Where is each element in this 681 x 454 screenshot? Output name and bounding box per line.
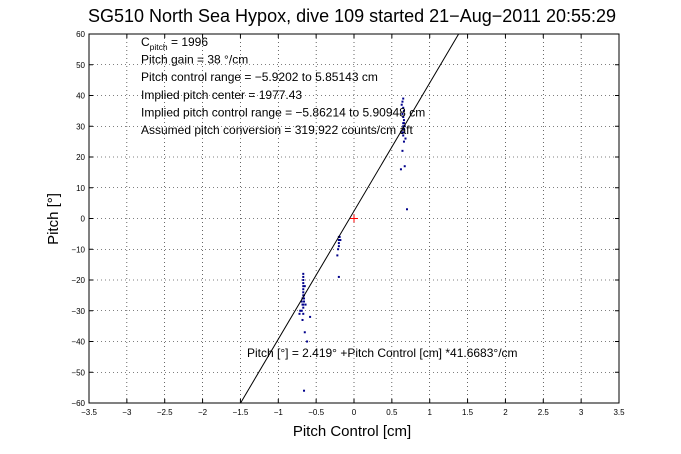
- data-point: [302, 306, 305, 309]
- data-point: [301, 318, 304, 321]
- data-point: [303, 297, 306, 300]
- x-tick-label: −3.5: [81, 408, 97, 417]
- data-point: [402, 97, 405, 100]
- y-tick-label: −40: [71, 338, 85, 347]
- y-axis-label: Pitch [°]: [45, 193, 62, 245]
- y-tick-label: −30: [71, 307, 85, 316]
- x-tick-label: −0.5: [308, 408, 324, 417]
- data-point: [402, 125, 405, 128]
- data-point: [337, 242, 340, 245]
- x-tick-label: 3.5: [613, 408, 625, 417]
- data-point: [401, 149, 404, 152]
- data-point: [303, 389, 306, 392]
- y-tick-label: 60: [76, 30, 85, 39]
- data-point: [402, 128, 405, 131]
- y-tick-label: −60: [71, 399, 85, 408]
- data-point: [303, 300, 306, 303]
- data-point: [402, 106, 405, 109]
- data-point: [302, 312, 305, 315]
- chart-title: SG510 North Sea Hypox, dive 109 started …: [88, 6, 616, 26]
- data-point: [303, 331, 306, 334]
- annotation-line: Implied pitch control range = −5.86214 t…: [141, 105, 425, 119]
- data-point: [403, 165, 406, 168]
- data-point: [302, 285, 305, 288]
- y-tick-label: −20: [71, 276, 85, 285]
- data-point: [336, 254, 339, 257]
- data-point: [309, 315, 312, 318]
- data-point: [399, 168, 402, 171]
- annotation-line: Assumed pitch conversion = 319.922 count…: [141, 123, 413, 137]
- y-tick-label: 0: [81, 215, 86, 224]
- y-tick-label: 10: [76, 184, 85, 193]
- data-point: [401, 131, 404, 134]
- data-point: [401, 100, 404, 103]
- data-point: [402, 140, 405, 143]
- annotation-line: Pitch control range = −5.9202 to 5.85143…: [141, 70, 378, 84]
- x-axis-label: Pitch Control [cm]: [293, 423, 411, 440]
- x-tick-label: −2.5: [157, 408, 173, 417]
- data-point: [302, 275, 305, 278]
- annotation-line: Pitch gain = 38 °/cm: [141, 53, 248, 67]
- y-tick-label: −50: [71, 368, 85, 377]
- x-tick-label: −2: [198, 408, 208, 417]
- x-tick-label: 2.5: [538, 408, 550, 417]
- data-point: [306, 340, 309, 343]
- data-point: [302, 291, 305, 294]
- data-point: [304, 303, 307, 306]
- x-tick-label: −1.5: [233, 408, 249, 417]
- data-point: [337, 248, 340, 251]
- data-point: [402, 134, 405, 137]
- data-point: [302, 288, 305, 291]
- data-point: [337, 239, 340, 242]
- x-tick-label: 0: [352, 408, 357, 417]
- data-point: [298, 312, 301, 315]
- y-tick-label: 30: [76, 122, 85, 131]
- x-tick-label: 3: [579, 408, 584, 417]
- data-point: [337, 275, 340, 278]
- data-point: [302, 279, 305, 281]
- data-point: [300, 300, 303, 303]
- annotation-line: Implied pitch center = 1977.43: [141, 88, 302, 102]
- y-tick-label: −10: [71, 245, 85, 254]
- x-tick-label: −3: [122, 408, 132, 417]
- data-point: [339, 239, 342, 242]
- data-point: [302, 282, 305, 285]
- fit-line: [240, 33, 460, 404]
- fit-equation-label: Pitch [°] = 2.419° +Pitch Control [cm] *…: [247, 346, 518, 360]
- data-point: [301, 303, 304, 306]
- data-point: [402, 116, 405, 119]
- data-point: [303, 285, 306, 288]
- data-point: [402, 119, 405, 122]
- data-point: [338, 235, 341, 238]
- data-point: [402, 109, 405, 112]
- y-tick-label: 20: [76, 153, 85, 162]
- data-point: [402, 122, 405, 125]
- fit-line-layer: [240, 33, 460, 404]
- data-point: [299, 309, 302, 312]
- data-point: [400, 103, 403, 106]
- y-tick-label: 40: [76, 92, 85, 101]
- data-point: [403, 125, 406, 128]
- x-tick-label: 1: [427, 408, 432, 417]
- data-point: [300, 309, 303, 312]
- center-marker: [350, 214, 358, 223]
- data-point: [302, 272, 305, 275]
- x-axis-ticks: −3.5 −3 −2.5 −2 −1.5 −1 −0.5 0 0.5 1 1.5 2 2.5 3 3.5: [81, 34, 625, 417]
- x-tick-label: 0.5: [386, 408, 398, 417]
- data-point: [406, 208, 408, 211]
- data-point: [337, 245, 340, 248]
- x-tick-label: 2: [503, 408, 508, 417]
- data-point: [401, 112, 404, 115]
- y-tick-label: 50: [76, 61, 85, 70]
- x-tick-label: −1: [274, 408, 284, 417]
- annotation-line: Cpitch = 1996: [141, 35, 208, 52]
- y-axis-ticks: −60 −50 −40 −30 −20 −10 0 10 20 30 40 50 60: [71, 30, 619, 408]
- x-tick-label: 1.5: [462, 408, 474, 417]
- data-point: [404, 137, 407, 140]
